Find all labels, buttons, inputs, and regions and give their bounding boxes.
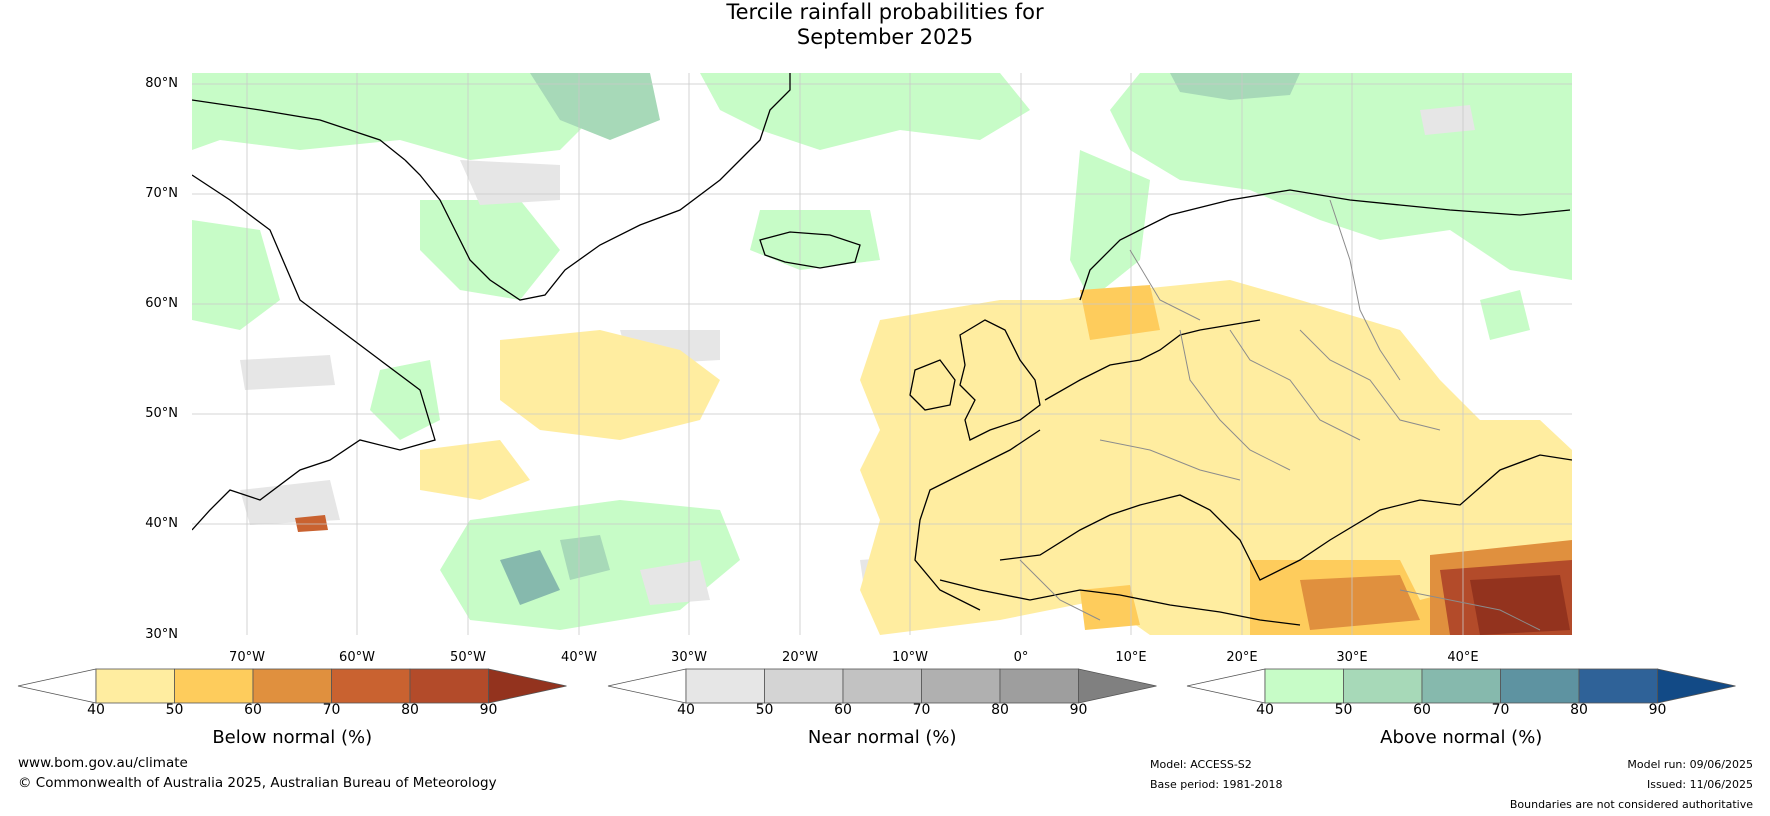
footer-copyright: © Commonwealth of Australia 2025, Austra… xyxy=(18,775,497,791)
near-normal-tick-label: 50 xyxy=(755,702,774,718)
above-normal-colorbar-high-extend xyxy=(1657,668,1736,704)
lon-label-0: 0° xyxy=(1013,650,1029,665)
colorbars xyxy=(17,668,1736,704)
footer-disclaimer: Boundaries are not considered authoritat… xyxy=(1509,798,1753,811)
above-normal-colorbar-segment xyxy=(1500,668,1580,704)
europe-coast xyxy=(914,319,1572,611)
greenland-coast xyxy=(404,73,791,301)
above-normal-colorbar-title: Above normal (%) xyxy=(1380,727,1543,748)
lat-label-40n: 40°N xyxy=(145,516,178,531)
above-normal-colorbar-segment xyxy=(1264,668,1344,704)
iceland-coast xyxy=(759,231,861,269)
below-normal-colorbar-segment xyxy=(331,668,411,704)
near-normal-tick-label: 60 xyxy=(834,702,852,718)
below-normal-tick-label: 40 xyxy=(87,702,105,718)
above-normal-tick-label: 90 xyxy=(1648,702,1667,718)
below-normal-colorbar-segment xyxy=(95,668,175,704)
lat-label-60n: 60°N xyxy=(145,296,178,311)
footer-issued: Issued: 11/06/2025 xyxy=(1646,778,1753,791)
above-normal-tick-label: 60 xyxy=(1413,702,1431,718)
lat-label-50n: 50°N xyxy=(145,406,178,421)
above-normal-colorbar-segment xyxy=(1421,668,1501,704)
above-normal-colorbar-segment xyxy=(1578,668,1658,704)
lat-label-70n: 70°N xyxy=(145,186,178,201)
above-normal-tick-label: 70 xyxy=(1491,702,1510,718)
title-line-2: September 2025 xyxy=(796,25,974,49)
lon-label-60w: 60°W xyxy=(339,650,375,665)
footer-base-period: Base period: 1981-2018 xyxy=(1150,778,1283,791)
near-normal-tick-label: 80 xyxy=(991,702,1009,718)
below-normal-patches xyxy=(295,280,1572,635)
britain-coast xyxy=(959,319,1041,441)
lon-label-20w: 20°W xyxy=(782,650,818,665)
below-normal-colorbar-title: Below normal (%) xyxy=(212,727,373,748)
below-normal-colorbar-low-extend xyxy=(17,668,97,704)
above-normal-colorbar-segment xyxy=(1343,668,1423,704)
lon-label-50w: 50°W xyxy=(450,650,486,665)
map-area xyxy=(192,73,1572,635)
near-normal-colorbar-segment xyxy=(999,668,1079,704)
near-normal-colorbar-high-extend xyxy=(1078,668,1157,704)
near-normal-colorbar-title: Near normal (%) xyxy=(807,727,957,748)
below-normal-tick-label: 80 xyxy=(401,702,419,718)
below-normal-tick-label: 60 xyxy=(244,702,262,718)
lon-label-40e: 40°E xyxy=(1447,650,1479,665)
near-normal-colorbar xyxy=(607,668,1157,704)
near-normal-colorbar-segment xyxy=(764,668,844,704)
below-normal-colorbar xyxy=(17,668,567,704)
lon-label-40w: 40°W xyxy=(561,650,597,665)
title-line-1: Tercile rainfall probabilities for xyxy=(726,0,1044,24)
lon-label-10w: 10°W xyxy=(892,650,928,665)
above-normal-tick-label: 50 xyxy=(1334,702,1353,718)
lon-label-30w: 30°W xyxy=(671,650,707,665)
near-normal-tick-label: 70 xyxy=(912,702,931,718)
below-normal-tick-label: 70 xyxy=(322,702,341,718)
near-normal-tick-label: 90 xyxy=(1069,702,1088,718)
below-normal-tick-label: 90 xyxy=(479,702,498,718)
lon-label-10e: 10°E xyxy=(1115,650,1147,665)
above-normal-colorbar xyxy=(1186,668,1736,704)
near-normal-colorbar-segment xyxy=(921,668,1001,704)
near-normal-colorbar-low-extend xyxy=(607,668,687,704)
map-title: Tercile rainfall probabilities for Septe… xyxy=(0,0,1770,50)
lon-label-70w: 70°W xyxy=(229,650,265,665)
lat-label-80n: 80°N xyxy=(145,76,178,91)
above-normal-patches xyxy=(192,73,1572,630)
above-normal-tick-label: 80 xyxy=(1570,702,1588,718)
gridlines xyxy=(192,73,1572,635)
ireland-coast xyxy=(909,359,956,411)
footer-website: www.bom.gov.au/climate xyxy=(18,755,188,771)
coastlines xyxy=(192,73,1572,626)
near-normal-colorbar-segment xyxy=(685,668,765,704)
near-normal-colorbar-segment xyxy=(842,668,922,704)
near-normal-tick-label: 40 xyxy=(677,702,695,718)
norway-coast xyxy=(1079,189,1571,301)
below-normal-colorbar-high-extend xyxy=(488,668,567,704)
lon-label-30e: 30°E xyxy=(1336,650,1368,665)
lat-label-30n: 30°N xyxy=(145,627,178,642)
below-normal-colorbar-segment xyxy=(409,668,489,704)
below-normal-colorbar-segment xyxy=(174,668,254,704)
lon-label-20e: 20°E xyxy=(1226,650,1258,665)
footer-model: Model: ACCESS-S2 xyxy=(1150,758,1252,771)
below-normal-colorbar-segment xyxy=(252,668,332,704)
above-normal-tick-label: 40 xyxy=(1256,702,1274,718)
canada-coast xyxy=(192,99,406,161)
country-boundaries xyxy=(1019,199,1541,631)
footer-model-run: Model run: 09/06/2025 xyxy=(1627,758,1753,771)
labrador-coast xyxy=(192,174,436,531)
below-normal-tick-label: 50 xyxy=(165,702,184,718)
north-africa-coast xyxy=(939,579,1301,626)
above-normal-colorbar-low-extend xyxy=(1186,668,1266,704)
